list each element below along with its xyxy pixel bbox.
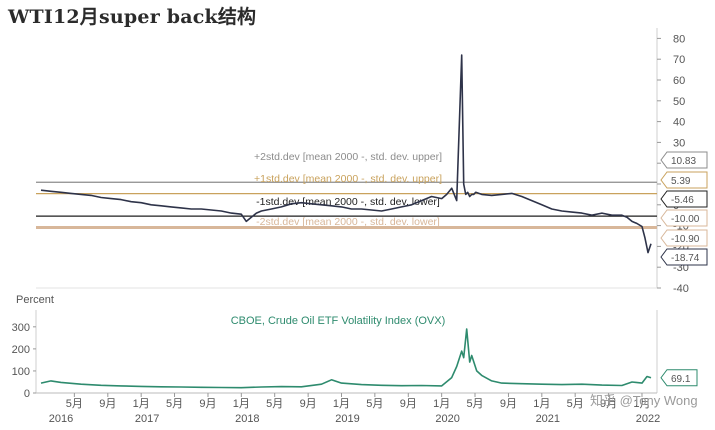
x-month-tick-label: 9月 xyxy=(400,398,417,410)
x-month-tick-label: 5月 xyxy=(366,398,383,410)
value-tag-text: -10.90 xyxy=(671,234,700,245)
x-year-tick-label: 2018 xyxy=(235,413,259,425)
value-tag-text: 5.39 xyxy=(671,176,691,187)
bottom-y-tick-label: 0 xyxy=(24,388,30,400)
x-month-tick-label: 5月 xyxy=(166,398,183,410)
x-month-tick-label: 5月 xyxy=(266,398,283,410)
x-month-tick-label: 1月 xyxy=(233,398,250,410)
value-tag-text: 10.83 xyxy=(671,156,696,167)
value-tag-box xyxy=(660,151,708,169)
x-month-tick-label: 5月 xyxy=(567,398,584,410)
ovx-last-value-tag: 69.1 xyxy=(660,369,698,387)
chart-title: WTI12月super back结构 xyxy=(8,6,257,28)
value-tag-text: -10.00 xyxy=(671,214,700,225)
ovx-value-tag-text: 69.1 xyxy=(671,374,691,385)
x-month-tick-label: 9月 xyxy=(500,398,517,410)
top-y-tick-label: 60 xyxy=(673,75,685,87)
x-month-tick-label: 1月 xyxy=(633,398,650,410)
value-tag-text: -5.46 xyxy=(671,195,694,206)
value-tag-text: -18.74 xyxy=(671,253,700,264)
x-month-tick-label: 1月 xyxy=(133,398,150,410)
bottom-y-tick-label: 300 xyxy=(12,322,30,334)
x-year-tick-label: 2021 xyxy=(536,413,560,425)
x-month-tick-label: 1月 xyxy=(333,398,350,410)
top-y-tick-label: 40 xyxy=(673,117,685,129)
top-y-tick-label: 50 xyxy=(673,96,685,108)
x-month-tick-label: 1月 xyxy=(533,398,550,410)
x-month-tick-label: 1月 xyxy=(433,398,450,410)
value-tag-box xyxy=(660,229,708,247)
watermark: 知乎 @Tony Wong xyxy=(590,393,698,408)
std-band-label: -2std.dev [mean 2000 -, std. dev. lower] xyxy=(256,216,440,228)
std-band-label: +1std.dev [mean 2000 -, std. dev. upper] xyxy=(254,173,442,185)
top-y-tick-label: 80 xyxy=(673,33,685,45)
std-bands: +2std.dev [mean 2000 -, std. dev. upper]… xyxy=(36,151,657,229)
bottom-y-tick-label: 200 xyxy=(12,344,30,356)
bottom-y-tick-label: 100 xyxy=(12,366,30,378)
top-y-tick-label: -40 xyxy=(673,283,689,295)
x-month-tick-label: 9月 xyxy=(99,398,116,410)
value-tag-box xyxy=(660,209,708,227)
x-month-tick-label: 9月 xyxy=(300,398,317,410)
top-y-tick-label: 30 xyxy=(673,137,685,149)
x-year-tick-label: 2016 xyxy=(49,413,73,425)
value-tag-box xyxy=(660,190,708,208)
std-band-label: +2std.dev [mean 2000 -, std. dev. upper] xyxy=(254,151,442,163)
x-year-tick-label: 2022 xyxy=(636,413,660,425)
x-year-tick-label: 2020 xyxy=(435,413,459,425)
bottom-y-ticks: 300 200 100 0 xyxy=(12,322,36,400)
x-year-tick-label: 2017 xyxy=(135,413,159,425)
value-tag-box xyxy=(660,171,708,189)
x-month-tick-label: 9月 xyxy=(199,398,216,410)
ovx-value-tag-box xyxy=(660,369,698,387)
value-tags: 10.83 5.39 -5.46 -10.00 -10.90 -18.74 xyxy=(660,151,708,266)
x-month-tick-label: 5月 xyxy=(466,398,483,410)
value-tag-box xyxy=(660,248,708,266)
top-y-tick-label: 70 xyxy=(673,54,685,66)
spread-series-line xyxy=(40,54,652,254)
ovx-series-label: CBOE, Crude Oil ETF Volatility Index (OV… xyxy=(231,315,446,327)
x-year-tick-label: 2019 xyxy=(335,413,359,425)
ovx-series-line xyxy=(40,328,652,389)
ovx-y-axis-label: Percent xyxy=(16,294,54,306)
x-axis: 1月 5月 9月 1月 5月 9月 1月 5月 9月 1月 5月 9月 1月 5月 9月 1月 5月 9月 2016… xyxy=(36,392,660,425)
x-month-tick-label: 9月 xyxy=(600,398,617,410)
x-month-tick-label: 5月 xyxy=(66,398,83,410)
std-band-label: -1std.dev [mean 2000 -, std. dev. lower] xyxy=(256,196,440,208)
